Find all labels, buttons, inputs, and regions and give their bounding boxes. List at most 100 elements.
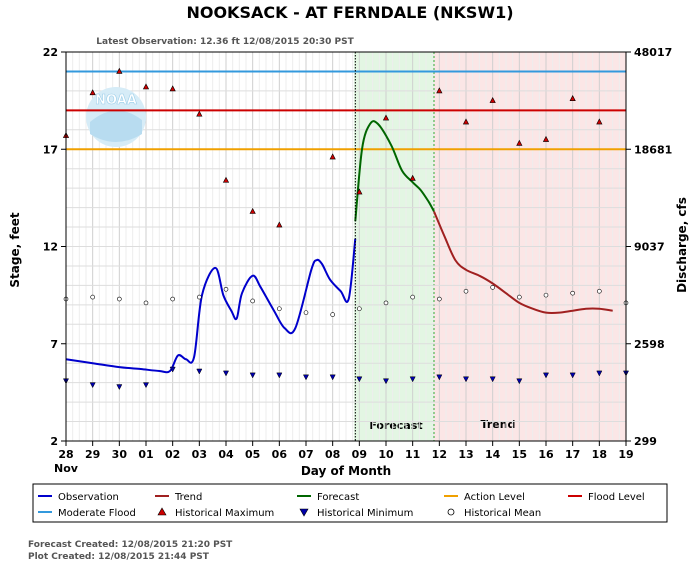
historical-minimum-point	[542, 372, 550, 379]
historical-mean-point	[383, 300, 389, 306]
historical-minimum-point	[302, 374, 310, 381]
historical-maximum-point	[462, 118, 470, 125]
legend-label-historical-minimum: Historical Minimum	[317, 508, 413, 519]
x-tick-label: 11	[405, 448, 420, 461]
legend-item-forecast: Forecast	[297, 492, 359, 503]
historical-mean-point	[463, 288, 469, 294]
legend-label-moderate-flood: Moderate Flood	[58, 508, 136, 519]
x-tick-label: 13	[458, 448, 473, 461]
legend-swatch-historical-mean	[447, 508, 455, 516]
noaa-logo-wave	[90, 110, 142, 142]
y-tick-label-left: 12	[43, 241, 58, 254]
historical-maximum-point	[169, 85, 176, 92]
x-tick-label: 02	[165, 448, 180, 461]
historical-mean-point	[277, 306, 282, 312]
series-lines	[65, 120, 613, 374]
legend-item-historical-maximum: Historical Maximum	[157, 507, 274, 519]
axes: 28 29 30 01 02 03 04 05 06 07 08 09 10 11 12 13 14 15 16 17…	[43, 46, 673, 461]
series-line-observation	[65, 238, 357, 374]
historical-maximum-point	[116, 67, 123, 74]
historical-minimum-point	[409, 376, 416, 383]
legend-item-historical-mean: Historical Mean	[447, 508, 541, 519]
historical-minimum-point	[169, 366, 176, 373]
x-tick-label: 30	[112, 448, 128, 461]
historical-maximum-point	[489, 96, 496, 103]
historical-maximum-point	[222, 176, 230, 183]
historical-maximum-point	[569, 95, 576, 101]
historical-mean-point	[197, 294, 202, 300]
forecast-region-label: Forecast	[369, 419, 422, 432]
legend-label-trend: Trend	[174, 492, 202, 503]
x-tick-label: 03	[192, 448, 207, 461]
x-tick-label: 15	[512, 448, 527, 461]
y-tick-label-left: 22	[43, 46, 58, 59]
x-tick-label: 29	[85, 448, 100, 461]
y-tick-label-left: 17	[43, 143, 58, 156]
y-tick-label-left: 2	[50, 435, 58, 448]
historical-minimum-point	[329, 374, 336, 381]
noaa-logo-text: NOAA	[95, 93, 137, 108]
y-tick-label-right: 18681	[634, 143, 672, 156]
y-tick-label-right: 48017	[634, 46, 672, 59]
historical-minimum-point	[276, 372, 283, 379]
y-tick-label-left: 7	[50, 338, 58, 351]
historical-minimum-point	[436, 374, 443, 381]
chart-title: NOOKSACK - AT FERNDALE (NKSW1)	[186, 3, 513, 22]
historical-mean-point	[223, 286, 229, 292]
x-tick-label: 17	[565, 448, 580, 461]
historical-maximum-point	[542, 135, 550, 142]
historical-markers	[62, 67, 630, 391]
y-tick-label-right: 2598	[634, 338, 665, 351]
y-axis-label-right: Discharge, cfs	[675, 197, 689, 293]
legend-item-historical-minimum: Historical Minimum	[299, 508, 413, 519]
historical-maximum-point	[196, 110, 203, 117]
threshold-levels	[66, 70, 626, 151]
legend-item-action-level: Action Level	[444, 492, 525, 503]
y-tick-label-right: 9037	[634, 241, 665, 254]
latest-observation-subtitle: Latest Observation: 12.36 ft 12/08/2015 …	[96, 37, 354, 47]
legend: Observation Trend Forecast Action Level Floo…	[32, 483, 668, 523]
x-tick-label: 07	[298, 448, 313, 461]
legend-label-action-level: Action Level	[464, 492, 525, 503]
historical-maximum-point	[329, 153, 336, 160]
historical-maximum-point	[356, 188, 363, 195]
historical-minimum-point	[382, 378, 390, 385]
historical-maximum-point	[409, 174, 416, 181]
y-axis-label-left: Stage, feet	[8, 212, 22, 287]
x-tick-label: 28	[58, 448, 73, 461]
historical-mean-point	[330, 312, 335, 317]
historical-minimum-point	[356, 376, 363, 383]
historical-minimum-point	[489, 376, 496, 383]
legend-label-historical-mean: Historical Mean	[464, 508, 541, 519]
historical-minimum-point	[569, 372, 576, 379]
x-tick-label: 10	[378, 448, 394, 461]
x-tick-label: 04	[218, 448, 234, 461]
noaa-logo: NOAA	[86, 87, 146, 147]
series-line-trend	[433, 211, 613, 315]
historical-minimum-point	[462, 376, 470, 383]
x-tick-label: 14	[485, 448, 501, 461]
x-tick-label: 05	[245, 448, 260, 461]
x-tick-label: 19	[618, 448, 633, 461]
historical-minimum-point	[596, 370, 603, 377]
x-tick-label: 16	[538, 448, 554, 461]
historical-maximum-point	[516, 139, 523, 146]
historical-mean-point	[597, 288, 602, 294]
legend-item-observation: Observation	[38, 492, 119, 503]
historical-maximum-point	[382, 114, 390, 121]
historical-minimum-point	[249, 372, 256, 379]
legend-swatch-historical-maximum	[157, 507, 167, 516]
legend-label-observation: Observation	[58, 492, 119, 503]
legend-item-moderate-flood: Moderate Flood	[38, 508, 136, 519]
legend-label-forecast: Forecast	[317, 492, 359, 503]
historical-mean-point	[170, 296, 175, 302]
x-tick-label: 09	[352, 448, 367, 461]
historical-minimum-point	[142, 382, 150, 389]
plot-created-note: Plot Created: 12/08/2015 21:44 PST	[28, 552, 210, 562]
historical-maximum-point	[89, 89, 96, 96]
legend-item-flood-level: Flood Level	[568, 492, 645, 503]
legend-swatch-historical-minimum	[299, 508, 309, 517]
x-axis-month-label: Nov	[54, 462, 79, 475]
historical-mean-point	[517, 294, 522, 300]
